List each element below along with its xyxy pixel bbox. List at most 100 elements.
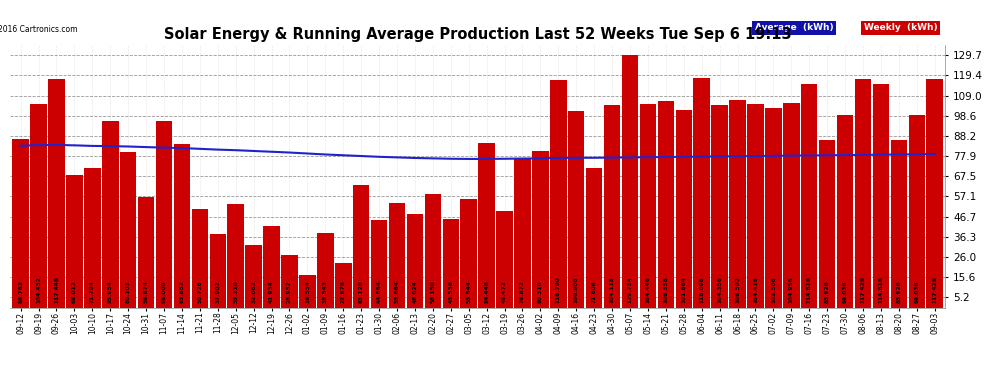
Text: Average  (kWh): Average (kWh)	[754, 23, 834, 33]
Bar	[138, 197, 154, 308]
Bar	[246, 245, 262, 308]
Bar	[49, 79, 64, 308]
Bar	[891, 140, 907, 308]
Text: Weekly  (kWh): Weekly (kWh)	[863, 23, 938, 33]
Bar	[533, 152, 548, 308]
Bar	[801, 84, 818, 308]
Bar	[263, 226, 280, 308]
Text: 104.118: 104.118	[610, 276, 615, 303]
Bar	[604, 105, 621, 308]
Text: 85.926: 85.926	[825, 280, 830, 303]
Text: 71.794: 71.794	[90, 280, 95, 303]
Bar	[192, 209, 208, 308]
Text: 58.150: 58.150	[431, 280, 436, 303]
Title: Solar Energy & Running Average Production Last 52 Weeks Tue Sep 6 19:13: Solar Energy & Running Average Productio…	[164, 27, 791, 42]
Text: 26.932: 26.932	[287, 280, 292, 303]
Text: 53.664: 53.664	[395, 280, 400, 303]
Text: 104.446: 104.446	[645, 276, 650, 303]
Text: Copyright 2016 Cartronics.com: Copyright 2016 Cartronics.com	[0, 26, 78, 34]
Text: 68.012: 68.012	[72, 280, 77, 303]
Text: 55.844: 55.844	[466, 280, 471, 303]
Bar	[730, 100, 745, 308]
Bar	[155, 121, 172, 308]
Text: 114.816: 114.816	[807, 276, 812, 303]
Bar	[407, 214, 423, 308]
Bar	[622, 55, 639, 308]
Text: 104.416: 104.416	[753, 276, 758, 303]
Bar	[66, 175, 82, 308]
Bar	[443, 219, 459, 308]
Bar	[550, 80, 566, 308]
Text: 116.790: 116.790	[555, 276, 560, 303]
Text: 101.664: 101.664	[681, 276, 686, 303]
Text: 32.062: 32.062	[251, 280, 256, 303]
Text: 99.036: 99.036	[842, 280, 847, 303]
Text: 76.872: 76.872	[520, 280, 525, 303]
Text: 106.358: 106.358	[663, 276, 668, 303]
Bar	[909, 115, 925, 308]
Bar	[675, 110, 692, 308]
Text: 45.536: 45.536	[448, 280, 453, 303]
Bar	[13, 139, 29, 308]
Text: 104.432: 104.432	[36, 276, 41, 303]
Bar	[927, 79, 942, 308]
Text: 104.956: 104.956	[789, 276, 794, 303]
Text: 83.852: 83.852	[179, 280, 184, 303]
Text: 84.448: 84.448	[484, 280, 489, 303]
Bar	[281, 255, 298, 308]
Text: 96.000: 96.000	[161, 280, 166, 303]
Bar	[31, 105, 47, 308]
Bar	[819, 140, 836, 308]
Text: 50.728: 50.728	[197, 280, 202, 303]
Text: 117.446: 117.446	[54, 276, 59, 303]
Bar	[854, 79, 871, 308]
Bar	[693, 78, 710, 308]
Bar	[425, 194, 442, 308]
Text: 41.934: 41.934	[269, 280, 274, 303]
Text: 44.864: 44.864	[376, 280, 381, 303]
Bar	[747, 105, 763, 308]
Bar	[872, 84, 889, 308]
Bar	[335, 263, 351, 308]
Bar	[514, 158, 531, 308]
Text: 114.816: 114.816	[878, 276, 883, 303]
Bar	[586, 168, 602, 308]
Text: 38.343: 38.343	[323, 280, 328, 303]
Text: 48.024: 48.024	[413, 280, 418, 303]
Text: 85.926: 85.926	[896, 280, 901, 303]
Bar	[783, 104, 800, 308]
Text: 49.472: 49.472	[502, 280, 507, 303]
Bar	[657, 101, 674, 308]
Bar	[478, 143, 495, 308]
Text: 100.906: 100.906	[574, 276, 579, 303]
Bar	[371, 220, 387, 308]
Text: 129.734: 129.734	[628, 276, 633, 303]
Bar	[317, 233, 334, 308]
Text: 16.534: 16.534	[305, 280, 310, 303]
Bar	[228, 204, 244, 308]
Bar	[120, 152, 137, 308]
Text: 86.762: 86.762	[18, 280, 23, 303]
Bar	[102, 121, 119, 308]
Bar	[568, 111, 584, 308]
Text: 118.098: 118.098	[699, 276, 704, 303]
Bar	[210, 234, 226, 308]
Bar	[299, 275, 316, 308]
Text: 22.678: 22.678	[341, 280, 346, 303]
Text: 71.606: 71.606	[592, 280, 597, 303]
Text: 104.356: 104.356	[717, 276, 722, 303]
Text: 80.102: 80.102	[126, 280, 131, 303]
Bar	[496, 211, 513, 308]
Bar	[712, 105, 728, 308]
Text: 95.954: 95.954	[108, 280, 113, 303]
Bar	[389, 203, 405, 308]
Bar	[640, 104, 656, 308]
Text: 37.902: 37.902	[215, 280, 221, 303]
Bar	[173, 144, 190, 308]
Bar	[352, 185, 369, 308]
Bar	[765, 108, 782, 308]
Bar	[84, 168, 101, 308]
Text: 117.426: 117.426	[933, 276, 938, 303]
Text: 80.310: 80.310	[538, 280, 543, 303]
Text: 102.506: 102.506	[771, 276, 776, 303]
